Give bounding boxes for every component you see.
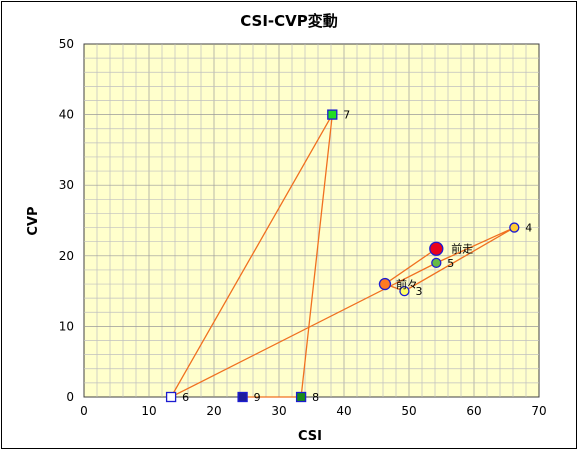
point-label: 前々 <box>396 277 418 291</box>
point-label: 8 <box>312 391 319 404</box>
data-point <box>509 222 520 233</box>
point-label: 7 <box>343 109 350 122</box>
grid-lines <box>84 44 539 397</box>
data-points <box>165 109 520 403</box>
tick-labels: 0 10 20 30 40 50 60 70 0 10 20 30 40 50 <box>59 37 547 418</box>
data-point <box>378 277 392 291</box>
x-tick-label: 60 <box>466 404 481 418</box>
data-point <box>165 391 177 403</box>
point-label: 9 <box>254 391 261 404</box>
y-tick-label: 30 <box>59 178 74 192</box>
y-axis-label: CVP <box>26 206 41 235</box>
data-point <box>431 257 442 269</box>
chart-title: CSI-CVP変動 <box>240 12 338 30</box>
x-tick-label: 40 <box>336 404 351 418</box>
data-point <box>429 241 444 256</box>
point-label: 3 <box>415 285 422 298</box>
x-tick-label: 20 <box>206 404 221 418</box>
x-axis-label: CSI <box>298 429 322 444</box>
plot-area <box>83 43 540 398</box>
data-point <box>399 285 410 297</box>
x-tick-label: 10 <box>141 404 156 418</box>
data-point <box>237 391 248 403</box>
data-point <box>327 109 338 120</box>
y-tick-label: 10 <box>59 319 74 333</box>
point-label: 5 <box>447 257 454 270</box>
y-tick-label: 40 <box>59 108 74 122</box>
x-tick-label: 50 <box>401 404 416 418</box>
y-tick-label: 20 <box>59 249 74 263</box>
x-tick-label: 0 <box>80 404 88 418</box>
point-label: 6 <box>182 391 189 404</box>
y-tick-label: 50 <box>59 37 74 51</box>
point-label: 前走 <box>451 242 473 256</box>
y-tick-label: 0 <box>66 390 74 404</box>
x-tick-label: 30 <box>271 404 286 418</box>
point-label: 4 <box>525 222 532 235</box>
x-tick-label: 70 <box>531 404 546 418</box>
data-point <box>295 391 307 403</box>
